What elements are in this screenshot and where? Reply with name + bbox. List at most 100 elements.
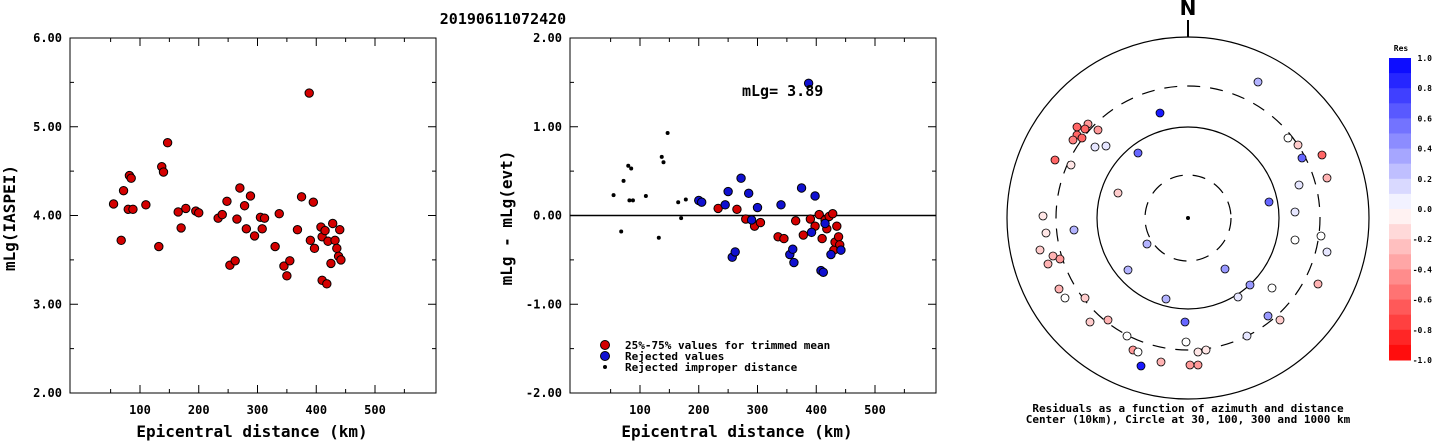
left-point: [235, 183, 245, 193]
colorbar-cell: [1389, 193, 1411, 210]
middle-point-rejected: [788, 244, 798, 254]
middle-xtick-label: 500: [864, 403, 886, 417]
left-point: [176, 223, 186, 233]
left-point: [305, 235, 316, 246]
middle-point-trimmed: [755, 217, 766, 228]
polar-point: [1294, 180, 1304, 190]
polar-point: [1133, 148, 1143, 158]
polar-point: [1136, 361, 1146, 371]
middle-ytick-label: 0.00: [533, 209, 562, 223]
polar-point: [1297, 153, 1307, 163]
middle-xtick-label: 400: [805, 403, 827, 417]
colorbar-label: 0.2: [1418, 175, 1433, 184]
middle-point-rejected: [736, 173, 746, 183]
left-point: [108, 199, 119, 209]
polar-point: [1161, 294, 1171, 304]
colorbar-cell: [1389, 299, 1411, 316]
polar-point: [1080, 293, 1090, 303]
polar-point: [1101, 141, 1111, 151]
left-point: [328, 218, 338, 229]
left-xtick-label: 300: [247, 403, 269, 417]
left-point: [335, 225, 345, 235]
polar-point: [1242, 331, 1252, 341]
middle-ytick-label: -1.00: [526, 297, 562, 311]
left-point: [173, 207, 183, 217]
middle-point-improper: [661, 160, 666, 165]
north-label: N: [1180, 0, 1197, 20]
middle-xlabel: Epicentral distance (km): [621, 422, 852, 441]
polar-point: [1313, 279, 1323, 289]
colorbar-label: 0.6: [1418, 114, 1433, 123]
polar-point: [1133, 347, 1143, 357]
left-point: [249, 231, 260, 241]
left-points: [108, 88, 346, 289]
left-point: [274, 209, 284, 219]
middle-ytick-label: 1.00: [533, 120, 562, 134]
polar-point: [1069, 225, 1079, 235]
left-xlabel: Epicentral distance (km): [136, 422, 367, 441]
left-point: [279, 261, 289, 271]
colorbar-cells: [1389, 58, 1411, 361]
polar-point: [1077, 133, 1087, 143]
middle-point-rejected: [836, 245, 846, 255]
middle-point-rejected: [720, 200, 730, 210]
middle-legend: 25%-75% values for trimmed mean Rejected…: [600, 339, 830, 374]
legend-marker-trimmed: [600, 340, 610, 350]
middle-xtick-label: 300: [747, 403, 769, 417]
left-point: [162, 138, 173, 148]
left-point: [232, 214, 242, 224]
left-point: [154, 241, 164, 252]
circle-30km: [1144, 174, 1232, 262]
polar-point: [1155, 108, 1165, 118]
left-ytick-label: 4.00: [33, 209, 62, 223]
middle-point-trimmed: [832, 221, 842, 231]
polar-point: [1185, 360, 1195, 370]
polar-point: [1113, 188, 1123, 198]
left-point: [217, 209, 227, 220]
middle-ylabel: mLg - mLg(evt): [497, 151, 516, 286]
middle-point-trimmed: [817, 233, 827, 244]
polar-point: [1085, 317, 1095, 327]
polar-point: [1060, 293, 1070, 303]
polar-point: [1201, 345, 1211, 355]
left-point: [239, 201, 250, 211]
polar-point: [1123, 265, 1133, 275]
left-xtick-label: 100: [129, 403, 151, 417]
middle-point-improper: [627, 198, 632, 203]
polar-point: [1038, 211, 1048, 221]
left-ytick-label: 6.00: [33, 31, 62, 45]
legend-label-improper: Rejected improper distance: [625, 361, 798, 374]
middle-point-trimmed: [833, 232, 844, 242]
left-point: [320, 225, 330, 236]
left-ylabel: mLg(IASPEI): [0, 165, 19, 271]
middle-point-rejected: [818, 267, 828, 277]
middle-point-rejected: [730, 247, 740, 257]
middle-ytick-label: -2.00: [526, 386, 562, 400]
polar-caption-1: Residuals as a function of azimuth and d…: [1032, 402, 1344, 415]
colorbar-cell: [1389, 148, 1411, 165]
colorbar-cell: [1389, 58, 1411, 74]
middle-point-improper: [626, 163, 631, 168]
left-plot-frame: [69, 37, 437, 394]
middle-point-improper: [659, 154, 664, 159]
middle-point-rejected: [803, 78, 814, 88]
polar-chart: N Residuals as a function of azimuth and…: [1006, 0, 1432, 426]
polar-point: [1080, 124, 1090, 134]
left-axes: 2.00 3.00 4.00 5.00 6.00 100 200 300 400 500: [33, 31, 436, 417]
left-point: [322, 279, 332, 289]
colorbar-label: 0.4: [1418, 145, 1433, 154]
center-marker: [1186, 216, 1190, 220]
middle-point-rejected: [743, 188, 754, 199]
colorbar-labels: 1.0 0.8 0.6 0.4 0.2 0.0 -0.2 -0.4 -0.6 -0.8 -1.0: [1413, 54, 1432, 365]
middle-point-improper: [621, 178, 626, 183]
colorbar-cell: [1389, 329, 1411, 346]
polar-point: [1263, 311, 1273, 321]
colorbar-cell: [1389, 88, 1411, 104]
colorbar-cell: [1389, 224, 1411, 240]
polar-point: [1066, 160, 1076, 170]
middle-xtick-label: 200: [688, 403, 710, 417]
left-point: [158, 167, 169, 177]
left-point: [222, 196, 232, 207]
colorbar-cell: [1389, 209, 1411, 225]
left-point: [336, 255, 346, 265]
